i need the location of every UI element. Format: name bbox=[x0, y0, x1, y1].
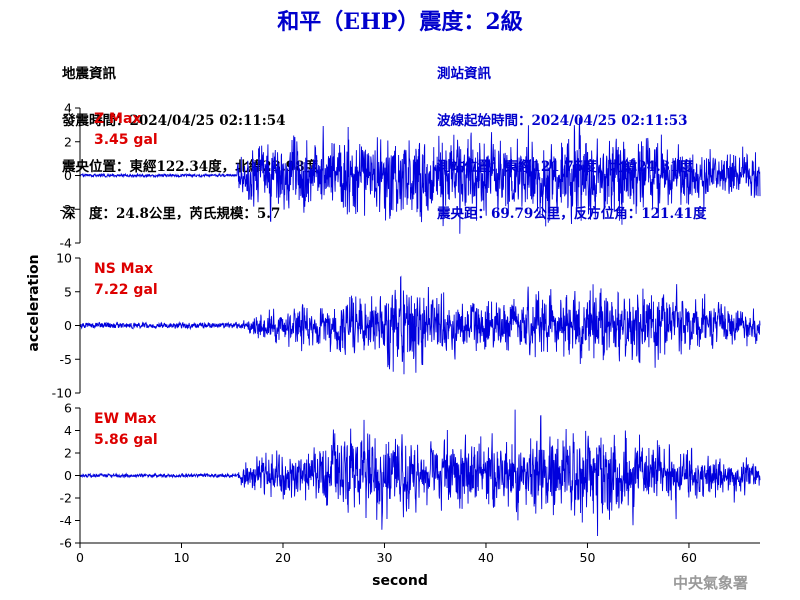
earthquake-info-heading: 地震資訊 bbox=[62, 66, 116, 82]
panel-ew: -6 -4 -2 0 2 4 6 EW Max 5.86 gal 0 10 20 30 40 50 60 sec… bbox=[60, 401, 761, 589]
x-tick-label: 30 bbox=[377, 550, 393, 565]
y-tick-label: -2 bbox=[60, 491, 72, 506]
x-tick-label: 20 bbox=[275, 550, 291, 565]
x-tick-label: 50 bbox=[580, 550, 596, 565]
waveform-trace-ns bbox=[79, 275, 761, 375]
panel-z: -4 -2 0 2 4 Z Max 3.45 gal bbox=[60, 101, 761, 251]
chart-title: 和平（EHP）震度：2級 bbox=[277, 9, 523, 35]
y-tick-label: -6 bbox=[60, 536, 73, 551]
waveform-trace-ew bbox=[79, 409, 761, 537]
x-tick-label: 60 bbox=[681, 550, 697, 565]
x-tick-label: 40 bbox=[478, 550, 494, 565]
seismogram-panels: -4 -2 0 2 4 Z Max 3.45 gal -10 -5 0 5 10 NS Max 7.22 … bbox=[52, 101, 761, 589]
max-label-ew: EW Max bbox=[94, 411, 156, 427]
waveform-trace-z bbox=[79, 117, 761, 234]
max-value-ew: 5.86 gal bbox=[94, 432, 158, 448]
y-tick-label: -10 bbox=[52, 386, 72, 401]
max-value-ns: 7.22 gal bbox=[94, 282, 158, 298]
y-tick-label: -5 bbox=[60, 352, 72, 367]
depth-magnitude: 深 度：24.8公里，芮氏規模：5.7 bbox=[62, 205, 281, 222]
y-tick-label: 2 bbox=[64, 446, 72, 461]
y-tick-label: -4 bbox=[60, 513, 73, 528]
y-tick-label: 4 bbox=[64, 101, 72, 116]
max-value-z: 3.45 gal bbox=[94, 132, 158, 148]
y-tick-label: 0 bbox=[64, 468, 72, 483]
y-tick-label: -4 bbox=[60, 236, 73, 251]
y-tick-label: 2 bbox=[64, 134, 72, 149]
y-tick-label: 0 bbox=[64, 168, 72, 183]
y-tick-label: 0 bbox=[64, 318, 72, 333]
x-tick-label: 10 bbox=[174, 550, 190, 565]
y-tick-label: 10 bbox=[56, 251, 72, 266]
x-tick-label: 0 bbox=[76, 550, 84, 565]
max-label-z: Z Max bbox=[94, 111, 141, 127]
panel-ns: -10 -5 0 5 10 NS Max 7.22 gal bbox=[52, 251, 761, 401]
y-tick-label: 6 bbox=[64, 401, 72, 416]
y-tick-label: 4 bbox=[64, 423, 72, 438]
footer-organization: 中央氣象署 bbox=[672, 574, 748, 592]
max-label-ns: NS Max bbox=[94, 261, 153, 277]
y-tick-label: 5 bbox=[64, 284, 72, 299]
y-axis-label: acceleration bbox=[26, 254, 42, 351]
wave-start-time: 波線起始時間：2024/04/25 02:11:53 bbox=[437, 112, 688, 129]
y-tick-label: -2 bbox=[60, 202, 72, 217]
station-info-heading: 測站資訊 bbox=[437, 66, 491, 82]
origin-time: 發震時間：2024/04/25 02:11:54 bbox=[62, 112, 286, 129]
x-axis-label: second bbox=[372, 573, 428, 589]
